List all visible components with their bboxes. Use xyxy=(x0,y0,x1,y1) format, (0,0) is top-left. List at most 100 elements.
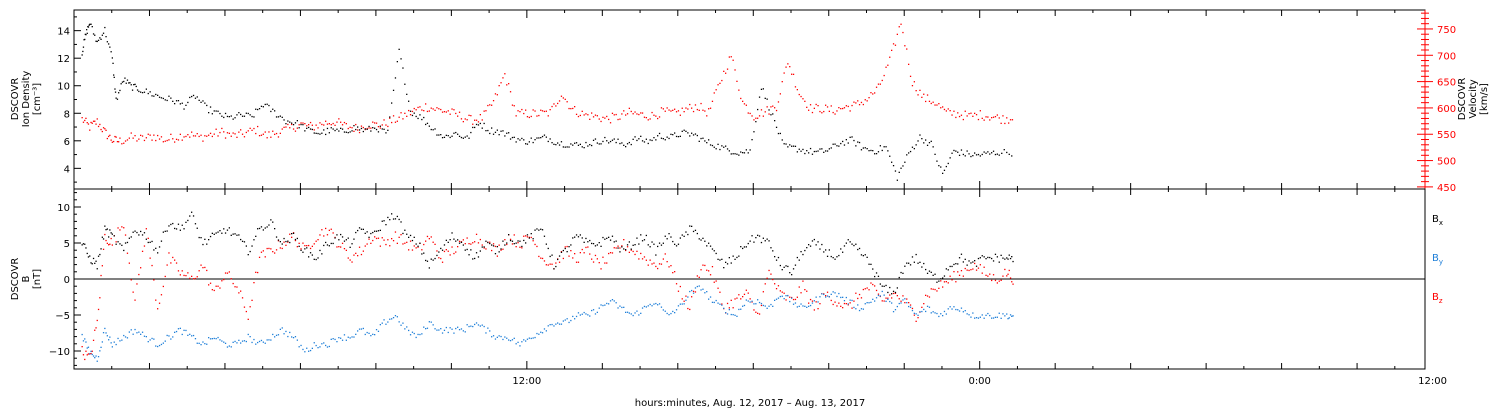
velocity-series-point xyxy=(626,113,629,115)
bz-series-point xyxy=(417,246,419,248)
bz-series-point xyxy=(528,236,530,238)
bz-series-point xyxy=(589,253,591,255)
by-series-point xyxy=(596,311,598,313)
density-series-point xyxy=(696,134,698,137)
bx-series-point xyxy=(81,244,83,246)
by-series-point xyxy=(662,309,664,311)
by-series-point xyxy=(240,342,242,344)
density-series-point xyxy=(604,136,606,139)
bx-series-point xyxy=(236,234,238,236)
bz-series-point xyxy=(692,290,695,292)
by-series-point xyxy=(317,347,319,349)
density-series-point xyxy=(621,142,623,144)
bx-series-point xyxy=(860,254,863,256)
velocity-series-point xyxy=(1006,117,1008,119)
by-series-point xyxy=(147,341,149,343)
bx-series-point xyxy=(134,230,136,232)
by-series-point xyxy=(268,339,270,341)
velocity-series-point xyxy=(874,92,876,94)
by-series-point xyxy=(464,331,466,333)
velocity-series-point xyxy=(896,33,898,35)
bx-series-point xyxy=(94,262,96,264)
bx-series-point xyxy=(755,237,757,239)
bz-series-point xyxy=(540,257,542,259)
bz-series-point xyxy=(177,270,180,272)
bx-series-point xyxy=(353,238,355,240)
bx-series-point xyxy=(351,243,353,245)
bx-series-point xyxy=(823,251,825,253)
by-series-point xyxy=(919,311,921,313)
velocity-series-point xyxy=(866,100,868,102)
by-series-point xyxy=(445,326,447,329)
velocity-series-point xyxy=(116,141,119,143)
bx-series-point xyxy=(441,249,444,251)
by-series-point xyxy=(768,305,770,307)
by-series-point xyxy=(670,312,672,315)
bx-series-point xyxy=(958,257,961,259)
by-series-point xyxy=(945,313,947,315)
density-series-point xyxy=(272,108,274,110)
density-series-point xyxy=(345,131,347,133)
velocity-series-point xyxy=(568,107,570,110)
velocity-series-point xyxy=(415,109,417,111)
bz-series-point xyxy=(253,282,255,284)
bx-series-point xyxy=(185,221,187,223)
bz-series-point xyxy=(198,270,200,272)
velocity-series-point xyxy=(760,109,763,111)
bz-series-point xyxy=(343,248,346,250)
by-series-point xyxy=(743,304,746,307)
velocity-series-point xyxy=(474,119,476,121)
by-series-point xyxy=(753,303,755,305)
bz-series-point xyxy=(766,277,768,279)
velocity-series-point xyxy=(858,104,861,106)
velocity-series-point xyxy=(489,104,491,106)
bz-series-point xyxy=(551,263,553,265)
density-series-point xyxy=(430,128,432,131)
bx-series-point xyxy=(904,265,906,267)
bz-series-point xyxy=(617,245,619,247)
density-series-point xyxy=(387,129,389,131)
velocity-series-point xyxy=(747,112,749,114)
by-series-point xyxy=(594,313,597,315)
bz-series-point xyxy=(95,327,97,329)
velocity-series-point xyxy=(141,135,144,137)
bz-series-point xyxy=(209,282,212,284)
bz-series-point xyxy=(541,257,544,260)
velocity-series-point xyxy=(540,109,542,111)
velocity-series-point xyxy=(155,139,157,142)
bx-series-point xyxy=(791,274,793,276)
bz-series-point xyxy=(857,297,859,300)
velocity-series-point xyxy=(498,85,500,87)
bz-series-point xyxy=(783,292,785,294)
bz-series-point xyxy=(987,275,989,277)
bz-series-point xyxy=(185,275,187,277)
bx-series-point xyxy=(141,234,144,236)
density-series-point xyxy=(692,134,695,136)
bx-series-point xyxy=(160,240,163,242)
density-series-point xyxy=(906,154,908,156)
density-series-point xyxy=(691,132,693,134)
bz-series-point xyxy=(966,269,968,271)
density-series-point xyxy=(489,132,491,135)
bx-series-point xyxy=(498,251,500,253)
bx-series-point xyxy=(230,234,232,236)
velocity-series-point xyxy=(325,120,327,122)
bz-series-point xyxy=(81,346,83,348)
density-series-point xyxy=(181,102,183,104)
velocity-series-point xyxy=(640,112,642,114)
density-series-point xyxy=(606,140,608,142)
bz-series-point xyxy=(891,297,893,299)
velocity-series-point xyxy=(570,108,572,110)
density-series-point xyxy=(674,132,676,134)
bx-series-point xyxy=(866,256,868,258)
bz-series-point xyxy=(672,272,674,274)
velocity-series-point xyxy=(143,139,146,142)
velocity-series-point xyxy=(796,89,798,91)
density-series-point xyxy=(196,96,198,98)
bx-series-point xyxy=(725,261,727,263)
bz-series-point xyxy=(983,266,985,268)
density-series-point xyxy=(862,147,864,149)
by-series-point xyxy=(345,339,347,341)
by-series-point xyxy=(845,296,847,299)
velocity-series-point xyxy=(432,108,434,110)
